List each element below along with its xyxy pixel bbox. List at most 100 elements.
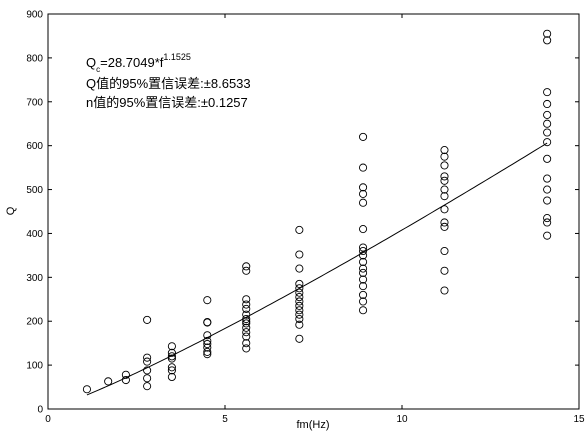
data-point	[359, 183, 368, 192]
data-point	[295, 297, 304, 306]
fit-equation: Qc=28.7049*f1.1525	[86, 52, 191, 74]
fit-equation-subscript: c	[96, 65, 100, 74]
data-point	[143, 382, 152, 391]
data-point	[440, 172, 449, 181]
y-tick-label: 300	[26, 273, 43, 284]
data-point	[167, 372, 176, 382]
plot-area	[47, 13, 580, 410]
data-point	[167, 342, 176, 351]
data-point	[440, 192, 449, 201]
data-point	[295, 225, 304, 234]
data-point	[242, 328, 251, 337]
data-point	[359, 243, 368, 252]
data-point	[440, 152, 449, 161]
x-tick-label: 5	[222, 414, 228, 425]
data-point	[543, 154, 552, 163]
y-tick-label: 600	[26, 141, 43, 152]
data-point	[543, 218, 552, 227]
data-point	[143, 374, 152, 383]
y-tick-label: 100	[26, 361, 43, 372]
data-point	[203, 350, 212, 359]
data-point	[203, 336, 212, 346]
data-point	[543, 174, 552, 183]
data-point	[440, 185, 449, 194]
data-point	[440, 246, 449, 256]
data-point	[543, 185, 552, 194]
fit-equation-prefix: Q	[86, 55, 96, 70]
data-point	[242, 304, 251, 313]
data-point	[295, 264, 304, 273]
data-point	[167, 348, 176, 357]
data-point	[295, 279, 304, 288]
data-point	[203, 347, 212, 356]
data-point	[359, 306, 368, 315]
y-tick-label: 0	[37, 405, 43, 416]
data-point	[295, 310, 304, 319]
data-point	[543, 110, 552, 119]
data-point	[203, 343, 212, 352]
data-point	[359, 163, 368, 172]
data-point	[359, 282, 368, 291]
x-axis-label: fm(Hz)	[297, 419, 330, 431]
data-point	[143, 353, 152, 362]
data-point	[242, 300, 251, 309]
data-point	[242, 319, 251, 328]
data-point	[543, 231, 552, 240]
data-point	[543, 138, 552, 147]
data-point	[359, 297, 368, 306]
data-point	[121, 375, 130, 385]
data-point	[295, 314, 304, 324]
data-point	[440, 176, 449, 185]
data-point	[295, 306, 304, 315]
data-point	[203, 339, 212, 349]
data-point	[440, 218, 449, 227]
data-point	[203, 296, 212, 305]
data-point	[440, 286, 449, 295]
data-point	[82, 385, 91, 394]
data-point	[167, 363, 176, 372]
data-point	[242, 310, 251, 319]
data-point	[167, 352, 176, 361]
data-point	[121, 370, 130, 379]
data-point	[203, 331, 212, 340]
data-point	[359, 189, 368, 198]
data-point	[543, 99, 552, 109]
data-point	[359, 268, 368, 277]
data-point	[104, 377, 113, 386]
data-point	[167, 354, 176, 363]
data-point	[242, 332, 251, 341]
data-point	[543, 36, 552, 45]
y-axis-label: Q	[5, 206, 17, 215]
fit-equation-body: =28.7049*f	[100, 55, 164, 70]
data-point	[242, 295, 251, 304]
data-point	[359, 275, 368, 284]
data-point	[359, 246, 368, 256]
data-point	[295, 284, 304, 293]
data-point	[295, 250, 304, 259]
data-point	[359, 257, 368, 267]
fit-equation-exponent: 1.1525	[163, 52, 191, 62]
data-point	[359, 225, 368, 234]
data-point	[359, 264, 368, 273]
n-confidence-annotation: n值的95%置信误差:±0.1257	[86, 95, 248, 110]
data-points-group	[82, 29, 552, 394]
data-point	[543, 196, 552, 205]
data-point	[543, 29, 552, 38]
y-tick-label: 200	[26, 317, 43, 328]
data-point	[143, 315, 152, 324]
data-point	[543, 128, 552, 137]
data-point	[242, 323, 251, 332]
x-tick-label: 0	[45, 414, 51, 425]
data-point	[242, 339, 251, 348]
x-axis-ticks: 0 5 10 15	[45, 14, 585, 425]
data-point	[359, 251, 368, 260]
data-point	[167, 366, 176, 375]
data-point	[295, 288, 304, 297]
y-tick-label: 500	[26, 185, 43, 196]
data-point	[543, 88, 552, 97]
data-point	[359, 290, 368, 299]
y-tick-label: 400	[26, 229, 43, 240]
data-point	[242, 314, 251, 324]
data-point	[295, 334, 304, 343]
